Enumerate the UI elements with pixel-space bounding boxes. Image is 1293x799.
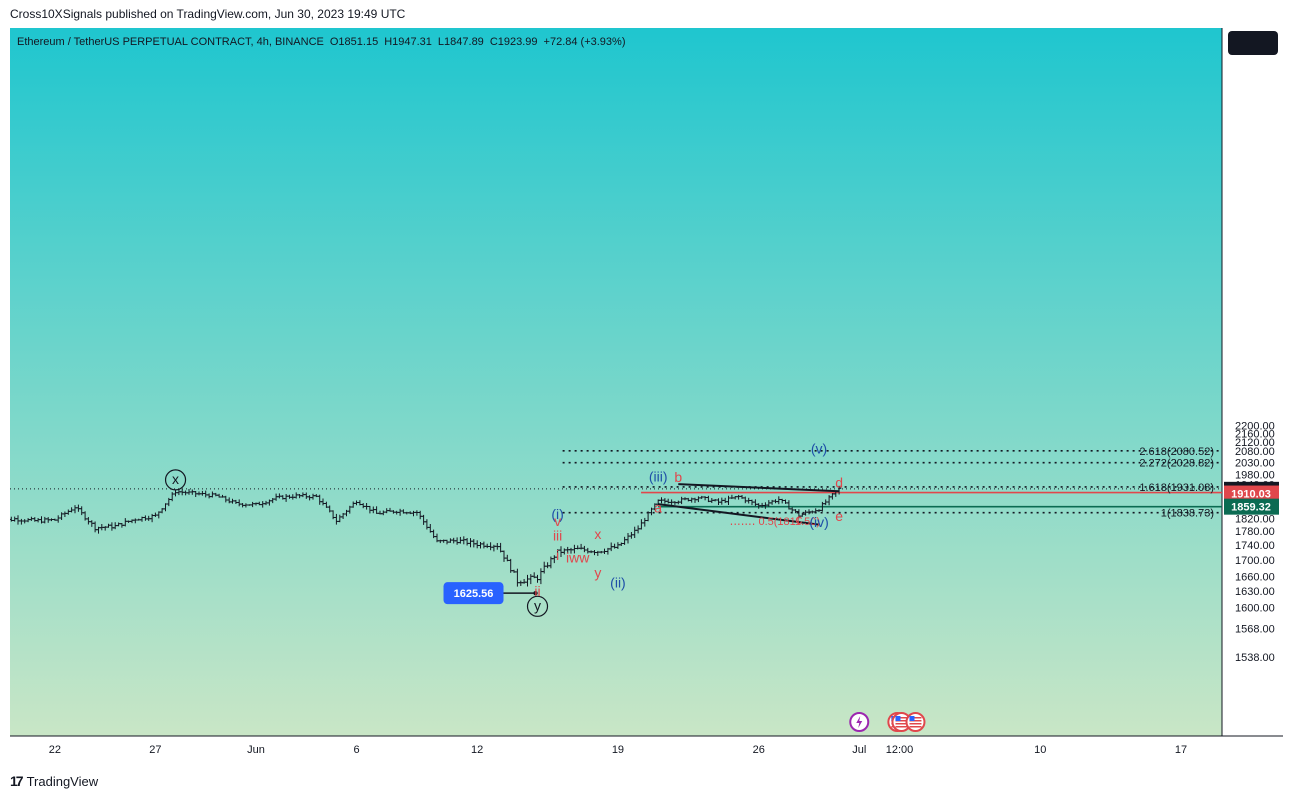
wave-label: d — [835, 475, 843, 491]
legend-symbol: Ethereum / TetherUS PERPETUAL CONTRACT, … — [17, 36, 324, 48]
tv-logo-icon: 17 — [10, 773, 24, 789]
fib-level-label: 1.618(1931.08) — [1139, 482, 1214, 494]
publisher-line: Cross10XSignals published on TradingView… — [10, 7, 406, 21]
wave-label: (iii) — [649, 469, 668, 485]
x-tick-label: 10 — [1034, 744, 1046, 756]
us-flag-icon[interactable] — [905, 712, 926, 732]
plot-area[interactable] — [10, 28, 1222, 736]
wave-label: iii — [553, 528, 562, 544]
lightning-icon[interactable] — [849, 712, 870, 732]
resistance-price-tag-text: 1910.03 — [1231, 489, 1271, 501]
y-tick-label: 1568.00 — [1235, 624, 1275, 636]
fib-level-label: 2.272(2028.82) — [1139, 458, 1214, 470]
x-tick-label: 22 — [49, 744, 61, 756]
y-tick-label: 1700.00 — [1235, 555, 1275, 567]
triangle-lower-line[interactable] — [658, 503, 820, 526]
wave-label: a — [654, 499, 662, 515]
wave-circle — [164, 469, 187, 491]
y-tick-label: 1740.00 — [1235, 540, 1275, 552]
x-tick-label: 27 — [149, 744, 161, 756]
price-axis[interactable] — [1222, 28, 1283, 736]
y-tick-label: 2030.00 — [1235, 457, 1275, 469]
y-tick-label: 1600.00 — [1235, 602, 1275, 614]
low-price-text: 1625.56 — [454, 588, 494, 600]
legend-change: +72.84 (+3.93%) — [544, 36, 626, 48]
y-tick-label: 1820.00 — [1235, 513, 1275, 525]
wave-label: c — [795, 511, 802, 527]
triangle-upper-line[interactable] — [678, 483, 840, 493]
legend-close: C1923.99 — [490, 36, 538, 48]
y-tick-label: 1780.00 — [1235, 526, 1275, 538]
x-tick-label: Jul — [852, 744, 866, 756]
wave-label: iww — [566, 550, 590, 566]
candle[interactable] — [6, 518, 11, 523]
legend-open: O1851.15 — [330, 36, 378, 48]
wave-label: e — [835, 508, 843, 524]
wave-label: (ii) — [610, 574, 626, 590]
top-right-button[interactable] — [1228, 31, 1278, 55]
tradingview-logo[interactable]: 17 TradingView — [10, 772, 98, 790]
branding-text: TradingView — [26, 773, 99, 789]
legend-high: H1947.31 — [384, 36, 432, 48]
y-tick-label: 2120.00 — [1235, 437, 1275, 449]
wave-label: b — [674, 469, 682, 485]
wave-circle — [526, 595, 549, 617]
wave-label: y — [534, 597, 541, 613]
support-price-tag-text: 1859.32 — [1231, 502, 1271, 514]
y-tick-label: 1660.00 — [1235, 572, 1275, 584]
wave-label: i — [556, 547, 559, 563]
wave-label: y — [594, 565, 601, 581]
wave-label: (iv) — [809, 514, 828, 530]
x-tick-label: 12 — [471, 744, 483, 756]
x-tick-label: Jun — [247, 744, 265, 756]
wave-label: (i) — [551, 506, 563, 522]
y-tick-label: 2160.00 — [1235, 429, 1275, 441]
y-tick-label: 1630.00 — [1235, 586, 1275, 598]
low-pointer-dot — [533, 590, 538, 596]
low-price-label[interactable]: 1625.56 — [443, 582, 504, 605]
wave-label: v — [554, 513, 561, 529]
x-tick-label: 26 — [753, 744, 765, 756]
x-tick-label: 19 — [612, 744, 624, 756]
symbol-legend[interactable]: Ethereum / TetherUS PERPETUAL CONTRACT, … — [17, 36, 625, 48]
fib-level-label: 2.618(2080.52) — [1139, 446, 1214, 458]
y-tick-label: 2080.00 — [1235, 446, 1275, 458]
support-price-tag[interactable]: 1859.32 — [1224, 498, 1279, 515]
wave-label: x — [172, 471, 179, 487]
candle[interactable] — [0, 519, 4, 525]
candle[interactable] — [2, 519, 6, 525]
x-tick-label: 12:00 — [886, 744, 914, 756]
x-tick-label: 6 — [353, 744, 359, 756]
fib-level-label: 1(1838.73) — [1161, 508, 1214, 520]
time-axis[interactable] — [10, 736, 1222, 764]
wave-label: x — [594, 526, 601, 542]
legend-low: L1847.89 — [438, 36, 484, 48]
retrace-label: ․․․․․․․ 0.5(1811.50) — [730, 516, 820, 528]
wave-label: (v) — [811, 441, 827, 457]
y-tick-label: 2200.00 — [1235, 420, 1275, 432]
resistance-price-tag[interactable]: 1910.03 — [1224, 485, 1279, 502]
wave-label: ii — [534, 583, 540, 599]
x-tick-label: 17 — [1175, 744, 1187, 756]
y-tick-label: 1538.00 — [1235, 652, 1275, 664]
us-flag-icon[interactable] — [891, 712, 912, 732]
y-tick-label: 1980.00 — [1235, 470, 1275, 482]
